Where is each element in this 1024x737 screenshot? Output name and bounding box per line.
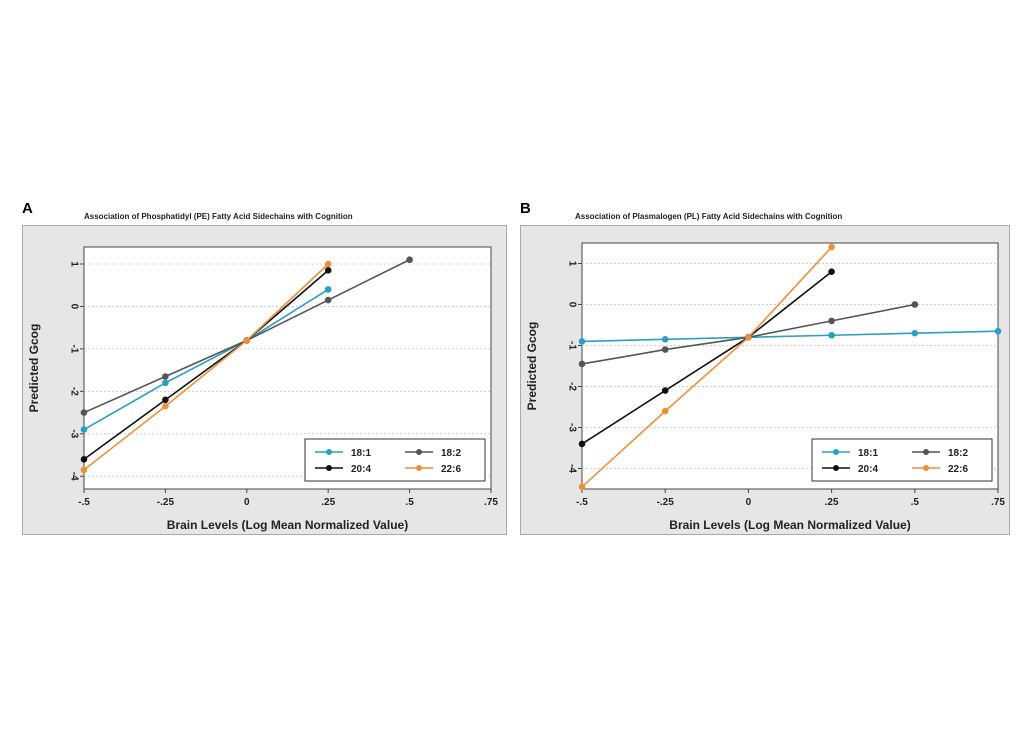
data-point-18-1-b bbox=[578, 338, 586, 345]
y-tick-label-b: -3 bbox=[566, 423, 577, 432]
data-point-18-2-a bbox=[80, 409, 88, 416]
legend-box-b bbox=[811, 438, 993, 482]
data-point-18-2-b bbox=[578, 360, 586, 368]
legend-label-a: 22:6 bbox=[441, 464, 461, 475]
y-tick-label-b: -2 bbox=[566, 382, 577, 391]
legend-label-a: 18:2 bbox=[441, 448, 461, 459]
data-point-22-6-b bbox=[578, 483, 586, 491]
data-point-20-4-a bbox=[162, 396, 169, 404]
data-point-18-2-a bbox=[406, 256, 413, 264]
y-tick-label-a: 0 bbox=[68, 304, 79, 310]
series-line-20-4-b bbox=[581, 271, 833, 445]
legend-marker-a bbox=[416, 465, 422, 471]
legend-marker-b bbox=[923, 449, 929, 455]
data-point-18-1-b bbox=[661, 336, 669, 343]
chart-b: 1 0 -1 -2 -3 -4 -.5 -.25 0 .25 .5 .75 Brain Levels (… bbox=[520, 225, 1010, 535]
data-point-20-4-b bbox=[661, 387, 669, 394]
data-point-18-2-a bbox=[162, 373, 169, 380]
x-tick-label-b: -.25 bbox=[657, 497, 675, 508]
legend-label-b: 20:4 bbox=[858, 464, 878, 475]
chart-panel-a: A Association of Phosphatidyl (PE) Fatty… bbox=[22, 200, 507, 535]
data-point-18-2-a bbox=[324, 296, 332, 304]
legend-marker-a bbox=[326, 449, 332, 455]
chart-panel-b: B Association of Plasmalogen (PL) Fatty … bbox=[520, 200, 1010, 535]
panel-label-a: A bbox=[22, 200, 33, 217]
legend-label-b: 18:1 bbox=[858, 448, 878, 459]
y-tick-label-a: -3 bbox=[68, 429, 79, 438]
x-tick-label-a: -.25 bbox=[157, 497, 175, 508]
data-point-18-2-b bbox=[661, 346, 669, 353]
series-line-22-6-a bbox=[83, 263, 329, 471]
x-tick-label-a: -.5 bbox=[78, 497, 90, 508]
y-axis-label-b: Predicted Gcog bbox=[525, 322, 539, 411]
y-tick-label-a: 1 bbox=[68, 261, 79, 267]
y-tick-label-b: 0 bbox=[566, 302, 577, 308]
data-point-18-1-b bbox=[828, 331, 835, 339]
data-point-22-6-a bbox=[162, 402, 169, 410]
x-axis-label-a: Brain Levels (Log Mean Normalized Value) bbox=[167, 518, 408, 532]
x-tick-label-b: -.5 bbox=[576, 497, 588, 508]
series-line-22-6-b bbox=[581, 246, 833, 488]
x-tick-label-a: .5 bbox=[405, 497, 414, 508]
panel-label-b: B bbox=[520, 200, 531, 217]
y-tick-label-b: -1 bbox=[566, 341, 577, 350]
data-point-22-6-b bbox=[745, 334, 752, 341]
data-point-18-1-b bbox=[911, 329, 919, 337]
data-point-22-6-b bbox=[661, 407, 669, 415]
y-tick-label-a: -1 bbox=[68, 344, 79, 353]
y-tick-label-b: 1 bbox=[566, 261, 577, 267]
x-tick-label-b: .25 bbox=[825, 497, 839, 508]
x-tick-label-b: .5 bbox=[911, 497, 920, 508]
data-point-22-6-a bbox=[243, 337, 251, 344]
legend-label-b: 22:6 bbox=[948, 464, 968, 475]
x-axis-label-b: Brain Levels (Log Mean Normalized Value) bbox=[669, 518, 910, 532]
data-point-18-2-b bbox=[911, 301, 919, 308]
legend-marker-a bbox=[416, 449, 422, 455]
legend-label-a: 20:4 bbox=[351, 464, 371, 475]
x-tick-label-a: 0 bbox=[244, 497, 250, 508]
legend-label-a: 18:1 bbox=[351, 448, 371, 459]
data-point-20-4-b bbox=[578, 440, 586, 448]
legend-marker-a bbox=[326, 465, 332, 471]
data-point-22-6-a bbox=[324, 260, 332, 268]
data-point-18-1-b bbox=[994, 327, 1002, 335]
data-point-22-6-b bbox=[828, 243, 835, 251]
legend-box-a bbox=[304, 438, 486, 482]
legend-marker-b bbox=[833, 449, 839, 455]
legend-label-b: 18:2 bbox=[948, 448, 968, 459]
data-point-18-1-a bbox=[324, 286, 332, 293]
data-point-20-4-a bbox=[80, 455, 88, 463]
x-tick-label-b: 0 bbox=[746, 497, 752, 508]
chart-title-a: Association of Phosphatidyl (PE) Fatty A… bbox=[84, 212, 353, 221]
legend-marker-b bbox=[833, 465, 839, 471]
series-line-18-1-a bbox=[83, 288, 329, 431]
series-line-18-1-b bbox=[581, 330, 999, 343]
data-point-18-1-a bbox=[80, 426, 88, 433]
chart-a: 1 0 -1 -2 -3 -4 -.5 -.25 0 .25 .5 .75 Brain Levels (… bbox=[22, 225, 507, 535]
y-tick-label-a: -2 bbox=[68, 387, 79, 396]
chart-title-b: Association of Plasmalogen (PL) Fatty Ac… bbox=[575, 212, 843, 221]
data-point-20-4-a bbox=[324, 267, 332, 274]
y-axis-label-a: Predicted Gcog bbox=[27, 324, 41, 413]
x-tick-label-a: .25 bbox=[321, 497, 335, 508]
legend-marker-b bbox=[923, 465, 929, 471]
y-tick-label-b: -4 bbox=[566, 464, 577, 473]
data-point-22-6-a bbox=[80, 466, 88, 474]
data-point-20-4-b bbox=[828, 268, 835, 275]
data-point-18-2-b bbox=[828, 317, 835, 325]
data-point-18-1-a bbox=[162, 379, 169, 387]
x-tick-label-a: .75 bbox=[484, 497, 498, 508]
y-tick-label-a: -4 bbox=[68, 472, 79, 481]
x-tick-label-b: .75 bbox=[991, 497, 1005, 508]
series-line-20-4-a bbox=[83, 269, 329, 460]
